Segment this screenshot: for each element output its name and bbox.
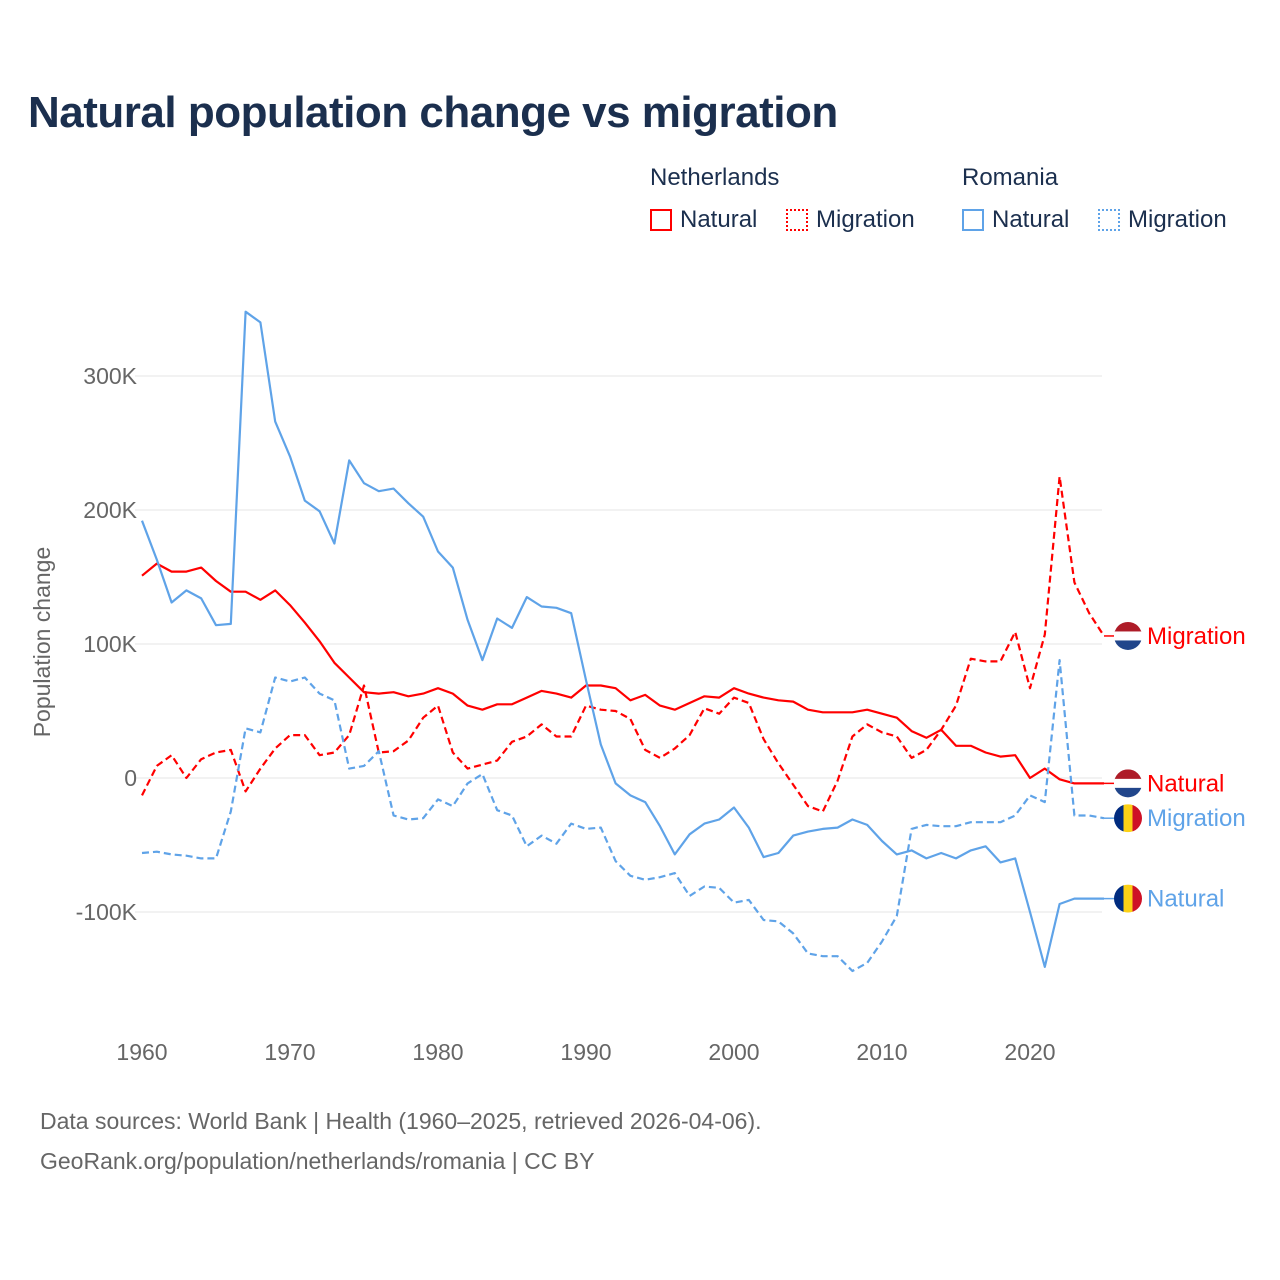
series-line-romania-natural — [140, 310, 1104, 969]
legend-swatch-dotted-blue — [1098, 209, 1120, 231]
flag-blue — [1114, 787, 1142, 798]
end-label: Natural — [1147, 770, 1224, 797]
flag-red — [1114, 621, 1142, 632]
y-tick-label: 300K — [83, 363, 137, 389]
legend-ro-migration[interactable]: Migration — [1098, 206, 1227, 234]
legend-label: Natural — [992, 206, 1070, 233]
flag-red — [1132, 804, 1142, 833]
legend-label: Natural — [680, 206, 758, 233]
end-label: Migration — [1147, 805, 1246, 832]
source-line-2[interactable]: GeoRank.org/population/netherlands/roman… — [40, 1148, 595, 1174]
flag-clip — [1114, 804, 1142, 833]
flag-white — [1114, 631, 1142, 641]
end-label: Natural — [1147, 886, 1224, 913]
y-axis-label: Population change — [29, 547, 55, 738]
legend-nl-migration[interactable]: Migration — [786, 206, 915, 234]
legend-ro-natural[interactable]: Natural — [962, 206, 1069, 234]
legend-group-netherlands: Netherlands — [650, 164, 780, 191]
chart-title: Natural population change vs migration — [28, 88, 838, 137]
x-tick-label: 1990 — [560, 1039, 611, 1065]
flag-yellow — [1123, 804, 1133, 833]
flag-white — [1114, 778, 1142, 788]
x-tick-label: 2010 — [856, 1039, 907, 1065]
x-tick-label: 1970 — [264, 1039, 315, 1065]
y-tick-label: -100K — [76, 899, 138, 925]
flag-blue — [1114, 884, 1124, 913]
series-line-netherlands-natural — [141, 562, 1104, 785]
netherlands-flag-icon — [1114, 769, 1142, 798]
netherlands-flag-icon — [1114, 621, 1142, 650]
romania-flag-icon — [1114, 804, 1142, 833]
series-line-netherlands-migration — [141, 475, 1105, 813]
legend-group-romania: Romania — [962, 164, 1059, 191]
end-label: Migration — [1147, 623, 1246, 650]
flag-yellow — [1123, 884, 1133, 913]
legend-swatch-solid-blue — [962, 209, 984, 231]
flag-blue — [1114, 804, 1124, 833]
x-tick-label: 2000 — [708, 1039, 759, 1065]
flag-red — [1132, 884, 1142, 913]
legend-label: Migration — [816, 206, 915, 233]
series-line-romania-migration — [141, 658, 1105, 973]
x-tick-label: 1960 — [116, 1039, 167, 1065]
legend-nl-natural[interactable]: Natural — [650, 206, 757, 234]
legend-swatch-dotted-red — [786, 209, 808, 231]
legend-swatch-solid-red — [650, 209, 672, 231]
flag-blue — [1114, 640, 1142, 650]
flag-clip — [1114, 621, 1142, 650]
romania-flag-icon — [1114, 884, 1142, 913]
legend-label: Migration — [1128, 206, 1227, 233]
y-tick-label: 0 — [124, 765, 137, 791]
y-tick-label: 200K — [83, 497, 137, 523]
y-tick-label: 100K — [83, 631, 137, 657]
x-tick-label: 2020 — [1004, 1039, 1055, 1065]
source-line-1: Data sources: World Bank | Health (1960–… — [40, 1108, 762, 1134]
flag-red — [1114, 769, 1142, 780]
x-tick-label: 1980 — [412, 1039, 463, 1065]
flag-clip — [1114, 884, 1142, 913]
flag-clip — [1114, 769, 1142, 798]
